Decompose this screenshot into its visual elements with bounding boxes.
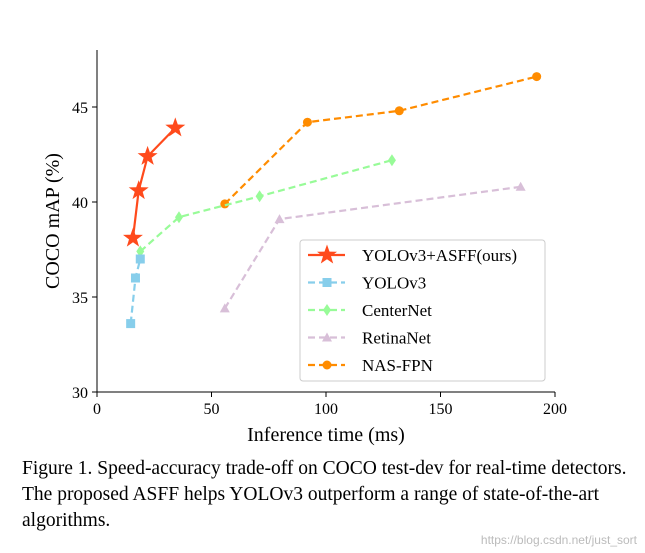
x-axis-label: Inference time (ms)	[247, 424, 405, 446]
y-tick-label: 30	[72, 385, 88, 402]
y-axis-label: COCO mAP (%)	[42, 153, 64, 289]
data-point	[532, 72, 542, 82]
data-point	[394, 106, 404, 116]
series-line	[129, 258, 142, 324]
series-yolov3-asff-ours	[123, 117, 186, 247]
legend-label: NAS-FPN	[362, 356, 433, 375]
data-point	[174, 211, 183, 224]
legend-label: CenterNet	[362, 301, 432, 320]
data-point	[219, 303, 230, 313]
legend-marker	[322, 278, 332, 287]
x-tick-label: 150	[429, 401, 453, 418]
data-point	[165, 117, 186, 137]
legend-label: RetinaNet	[362, 329, 431, 348]
series-line	[131, 127, 177, 239]
x-tick-label: 0	[93, 401, 101, 418]
watermark: https://blog.csdn.net/just_sort	[480, 533, 637, 547]
legend-label: YOLOv3	[362, 274, 426, 293]
series-nas-fpn	[220, 72, 542, 209]
legend-item: YOLOv3	[308, 274, 426, 293]
data-point	[274, 214, 285, 224]
legend-box	[299, 239, 546, 382]
data-point	[130, 273, 140, 283]
legend-item: YOLOv3+ASFF(ours)	[308, 244, 517, 265]
series-centernet	[136, 154, 396, 258]
legend-item: NAS-FPN	[308, 356, 433, 375]
data-point	[128, 180, 149, 200]
data-point	[136, 245, 145, 258]
y-tick-label: 35	[72, 290, 88, 307]
y-tick-label: 45	[72, 100, 88, 117]
figure-caption: Figure 1. Speed-accuracy trade-off on CO…	[22, 458, 627, 531]
y-tick-label: 40	[72, 195, 88, 212]
legend-marker	[317, 244, 337, 264]
legend-item: CenterNet	[308, 301, 432, 320]
legend-marker	[322, 360, 332, 370]
data-point	[387, 154, 396, 167]
series-line	[224, 75, 537, 205]
series-retinanet	[219, 181, 526, 313]
data-point	[220, 199, 230, 209]
legend-item: RetinaNet	[308, 329, 431, 348]
data-point	[302, 117, 312, 127]
legend-marker	[322, 332, 332, 342]
data-point	[135, 254, 145, 264]
legend-marker	[323, 304, 331, 316]
data-point	[255, 190, 264, 203]
data-point	[137, 145, 158, 165]
legend: YOLOv3+ASFF(ours) YOLOv3 CenterNet RetinaNe…	[299, 239, 546, 382]
legend-label: YOLOv3+ASFF(ours)	[362, 246, 517, 265]
series-yolov3	[126, 254, 145, 329]
series-line	[139, 159, 393, 253]
data-point	[126, 319, 136, 329]
x-tick-label: 100	[314, 401, 338, 418]
x-tick-label: 50	[204, 401, 220, 418]
data-point	[123, 227, 143, 247]
x-tick-label: 200	[543, 401, 567, 418]
data-point	[515, 181, 526, 191]
